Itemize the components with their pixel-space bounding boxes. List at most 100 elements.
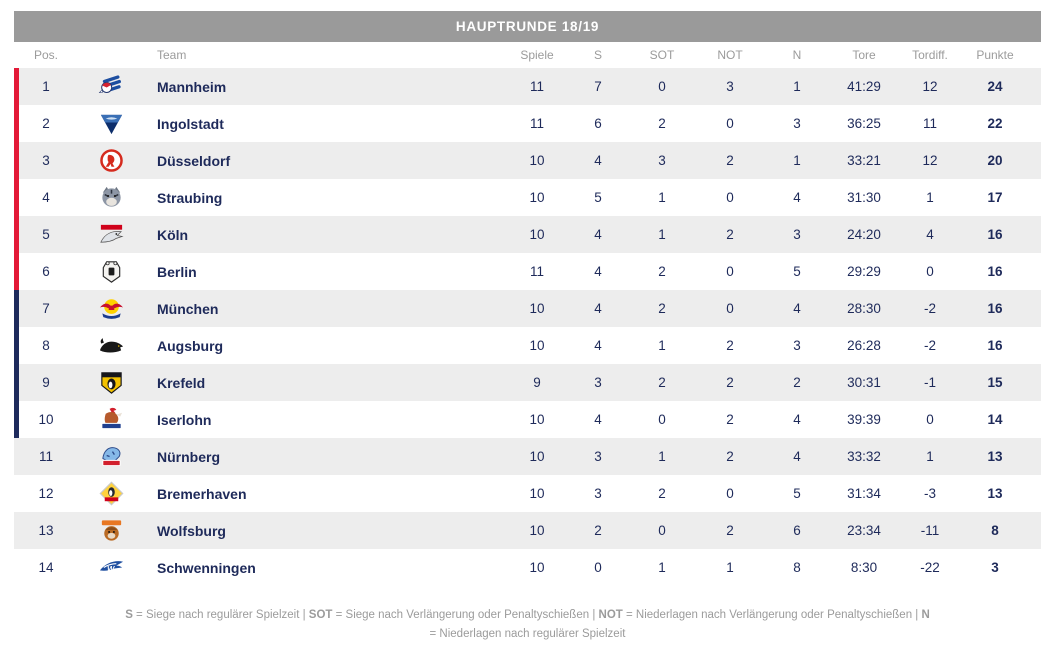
sot-cell: 2 (658, 116, 666, 131)
n-cell: 4 (793, 301, 801, 316)
sot-cell: 0 (658, 79, 666, 94)
team-name: Krefeld (157, 374, 206, 391)
n-cell: 6 (793, 523, 801, 538)
svg-text:W: W (107, 564, 115, 573)
not-cell: 3 (726, 79, 734, 94)
punkte-cell: 8 (991, 523, 999, 538)
tordiff-cell: 1 (926, 190, 934, 205)
table-row[interactable]: 11 Nürnberg 10 3 1 2 4 33:32 1 13 (14, 438, 1041, 475)
tordiff-cell: 11 (922, 116, 937, 131)
table-row[interactable]: 9 Krefeld 9 3 2 2 2 30:31 -1 15 (14, 364, 1041, 401)
adler-mannheim-logo (73, 68, 149, 105)
tordiff-cell: 12 (922, 153, 938, 168)
position-cell: 7 (42, 301, 50, 316)
sot-cell: 1 (658, 190, 666, 205)
table-row[interactable]: 2 Ingolstadt 11 6 2 0 3 36:25 11 22 (14, 105, 1041, 142)
position-cell: 4 (42, 190, 50, 205)
s-cell: 7 (594, 79, 602, 94)
sot-cell: 0 (658, 412, 666, 427)
koelner-haie-logo (73, 216, 149, 253)
tordiff-cell: 12 (922, 79, 938, 94)
sot-cell: 2 (658, 264, 666, 279)
sot-cell: 0 (658, 523, 666, 538)
tordiff-cell: 1 (926, 449, 934, 464)
s-cell: 3 (594, 375, 602, 390)
table-row[interactable]: 7 München 10 4 2 0 4 28:30 -2 16 (14, 290, 1041, 327)
qualification-bar (14, 401, 19, 438)
sot-cell: 1 (658, 338, 666, 353)
spiele-cell: 10 (529, 301, 545, 316)
column-header-not: NOT (717, 48, 743, 62)
sot-cell: 3 (658, 153, 666, 168)
not-cell: 2 (726, 375, 734, 390)
spiele-cell: 10 (529, 449, 545, 464)
s-cell: 0 (594, 560, 602, 575)
redbull-muenchen-logo (73, 290, 149, 327)
table-row[interactable]: 13 Wolfsburg 10 2 0 2 6 23:34 -11 8 (14, 512, 1041, 549)
tore-cell: 29:29 (847, 264, 881, 279)
tore-cell: 31:34 (847, 486, 881, 501)
not-cell: 2 (726, 227, 734, 242)
tore-cell: 41:29 (847, 79, 881, 94)
column-header-s: S (593, 48, 602, 62)
spiele-cell: 11 (529, 79, 544, 94)
column-header-team: Team (157, 48, 187, 62)
table-row[interactable]: 1 Mannheim 11 7 0 3 1 41:29 12 24 (14, 68, 1041, 105)
team-name: Bremerhaven (157, 485, 247, 502)
punkte-cell: 14 (987, 412, 1003, 427)
n-cell: 2 (793, 375, 801, 390)
table-row[interactable]: 6 Berlin 11 4 2 0 5 29:29 0 16 (14, 253, 1041, 290)
n-cell: 4 (793, 190, 801, 205)
position-cell: 9 (42, 375, 50, 390)
table-row[interactable]: 10 Iserlohn 10 4 0 2 4 39:39 0 14 (14, 401, 1041, 438)
straubing-tigers-logo (73, 179, 149, 216)
position-cell: 10 (38, 412, 54, 427)
qualification-bar (14, 327, 19, 364)
table-row[interactable]: 4 Straubing 10 5 1 0 4 31:30 1 17 (14, 179, 1041, 216)
fischtown-pinguins-logo (73, 475, 149, 512)
spiele-cell: 11 (529, 264, 544, 279)
tore-cell: 31:30 (847, 190, 881, 205)
s-cell: 3 (594, 449, 602, 464)
spiele-cell: 10 (529, 190, 545, 205)
qualification-bar (14, 364, 19, 401)
column-header-sot: SOT (649, 48, 675, 62)
not-cell: 0 (726, 190, 734, 205)
n-cell: 4 (793, 449, 801, 464)
team-name: Iserlohn (157, 411, 212, 428)
n-cell: 3 (793, 227, 801, 242)
qualification-bar (14, 253, 19, 290)
punkte-cell: 20 (987, 153, 1003, 168)
spiele-cell: 11 (529, 116, 544, 131)
spiele-cell: 10 (529, 523, 545, 538)
tore-cell: 24:20 (847, 227, 881, 242)
position-cell: 11 (38, 449, 53, 464)
eisbaeren-berlin-logo (73, 253, 149, 290)
erc-ingolstadt-logo (73, 105, 149, 142)
team-name: Köln (157, 226, 189, 243)
sot-cell: 2 (658, 486, 666, 501)
not-cell: 2 (726, 412, 734, 427)
table-title: HAUPTRUNDE 18/19 (14, 11, 1041, 42)
table-row[interactable]: 3 Düsseldorf 10 4 3 2 1 33:21 12 20 (14, 142, 1041, 179)
legend-abbreviation: SOT (308, 608, 333, 621)
team-name: Mannheim (157, 78, 227, 95)
qualification-bar (14, 290, 19, 327)
n-cell: 3 (793, 116, 801, 131)
s-cell: 4 (594, 412, 602, 427)
position-cell: 8 (42, 338, 50, 353)
tore-cell: 28:30 (847, 301, 881, 316)
table-row[interactable]: 8 Augsburg 10 4 1 2 3 26:28 -2 16 (14, 327, 1041, 364)
position-cell: 13 (38, 523, 54, 538)
table-row[interactable]: 12 Bremerhaven 10 3 2 0 5 31:34 -3 13 (14, 475, 1041, 512)
sot-cell: 2 (658, 301, 666, 316)
tordiff-cell: -1 (923, 375, 936, 390)
legend-abbreviation: NOT (598, 608, 623, 621)
table-row[interactable]: 5 Köln 10 4 1 2 3 24:20 4 16 (14, 216, 1041, 253)
tordiff-cell: -3 (923, 486, 936, 501)
s-cell: 4 (594, 227, 602, 242)
legend-description: | (299, 608, 309, 621)
table-row[interactable]: 14 W Schwenningen 10 0 1 1 8 8:30 -22 3 (14, 549, 1041, 586)
not-cell: 0 (726, 301, 734, 316)
spiele-cell: 9 (533, 375, 541, 390)
